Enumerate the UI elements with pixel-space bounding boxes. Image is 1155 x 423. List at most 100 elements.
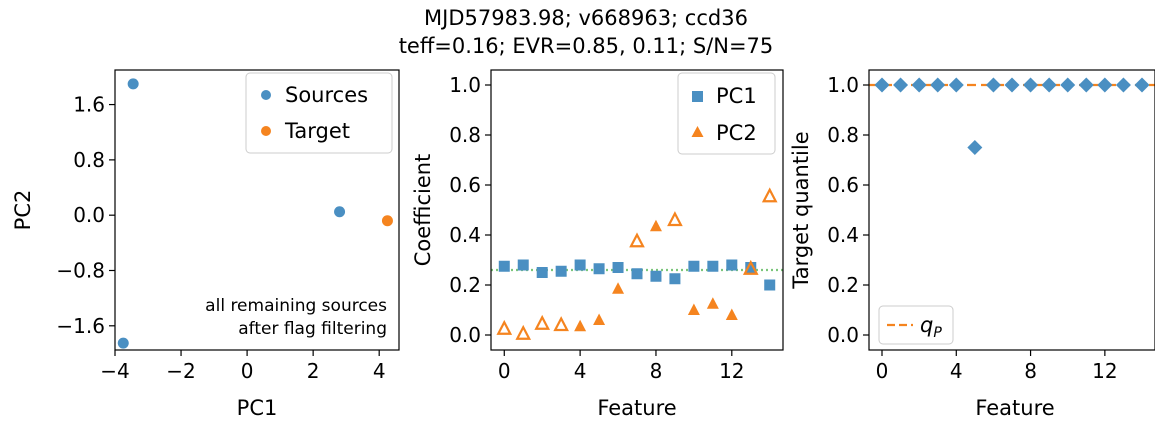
- legend-target-label: Target: [284, 119, 350, 143]
- coefficient-pc1-point: [726, 259, 738, 271]
- pca-x-tick-label: −4: [100, 359, 129, 383]
- quantile-legend: qP: [878, 305, 954, 345]
- coefficient-x-tick-label: 12: [719, 359, 744, 383]
- quantile-y-axis-label: Target quantile: [789, 131, 813, 289]
- quantile-x-tick-label: 0: [876, 359, 889, 383]
- coefficient-y-tick-label: 0.0: [449, 323, 481, 347]
- quantile-x-tick-label: 8: [1024, 359, 1037, 383]
- coefficient-pc2-point: [629, 232, 645, 248]
- legend-pc1-marker: [692, 91, 703, 102]
- pca-x-tick-label: 2: [307, 359, 320, 383]
- coefficient-pc2-point: [553, 316, 569, 332]
- legend-pc2-label: PC2: [716, 121, 757, 145]
- pca-annotation-line1: all remaining sources: [205, 296, 387, 316]
- pca-x-tick-label: 4: [373, 359, 386, 383]
- coefficient-pc2-point: [742, 259, 759, 275]
- quantile-panel: 0 4 8 12 0.0 0.2 0.4 0.6 0.8 1.0 qP Feature Targe…: [789, 69, 1155, 420]
- coefficient-y-axis-label: Coefficient: [411, 154, 435, 267]
- quantile-x-tick-label: 12: [1092, 359, 1117, 383]
- quantile-y-tick-label: 0.4: [827, 223, 859, 247]
- coefficient-pc1-point: [555, 265, 567, 277]
- legend-pc2-marker: [691, 126, 704, 137]
- quantile-x-tick-label: 4: [950, 359, 963, 383]
- quantile-target-quantile-point: [948, 77, 964, 93]
- coefficient-pc1-point: [536, 267, 548, 278]
- quantile-target-quantile-point: [1078, 77, 1094, 93]
- quantile-target-quantile-point: [893, 77, 909, 93]
- pca-plot-area: −4 −2 0 2 4 −1.6 −0.8 0.0 0.8 1.6: [56, 69, 400, 383]
- coefficient-y-tick-label: 1.0: [449, 73, 481, 97]
- coefficient-pc2-point: [687, 303, 700, 315]
- quantile-y-tick-label: 1.0: [827, 73, 859, 97]
- coefficient-y-tick-label: 0.8: [449, 123, 481, 147]
- quantile-y-tick-label: 0.0: [827, 323, 859, 347]
- legend-pc1-label: PC1: [716, 84, 757, 108]
- coefficient-pc1-point: [669, 273, 681, 285]
- coefficient-pc2-point: [515, 324, 532, 340]
- coefficient-axes-frame: [490, 69, 784, 351]
- coefficient-pc2-point: [593, 313, 606, 325]
- quantile-y-tick-label: 0.8: [827, 123, 859, 147]
- quantile-legend-box: [878, 305, 954, 345]
- quantile-target-quantile-point: [967, 140, 983, 155]
- pca-y-tick-label: 1.6: [73, 93, 105, 117]
- quantile-y-tick-label: 0.6: [827, 173, 859, 197]
- pca-x-axis-label: PC1: [237, 396, 278, 420]
- quantile-y-tick-label: 0.2: [827, 273, 859, 297]
- coefficient-legend: PC1 PC2: [677, 72, 776, 155]
- coefficient-pc2-point: [574, 319, 587, 332]
- figure-title-line2: teff=0.16; EVR=0.85, 0.11; S/N=75: [399, 34, 774, 58]
- pca-legend: Sources Target: [245, 72, 393, 154]
- pca-panel: −4 −2 0 2 4−1.6−0.80.00.81.6 Sources Target …: [11, 69, 400, 420]
- coefficient-pc1-point: [688, 260, 700, 272]
- quantile-axes-frame: [868, 69, 1155, 351]
- pca-annotation-line2: after flag filtering: [238, 319, 387, 339]
- quantile-target-quantile-point: [985, 77, 1001, 93]
- quantile-target-quantile-point: [1004, 77, 1020, 93]
- coefficient-pc2-point: [761, 187, 778, 203]
- coefficient-y-tick-label: 0.4: [449, 223, 481, 247]
- figure-title-line1: MJD57983.98; v668963; ccd36: [424, 6, 748, 30]
- coefficient-panel: 0 4 8 120.00.20.40.60.81.0 PC1 PC2 Feature …: [411, 69, 784, 420]
- pca-target-point: [381, 215, 393, 227]
- coefficient-pc1-point: [650, 270, 662, 282]
- coefficient-pc1-point: [631, 268, 643, 280]
- pca-y-tick-label: 0.0: [73, 203, 105, 227]
- pca-x-tick-label: −2: [166, 359, 195, 383]
- quantile-x-axis-label: Feature: [975, 396, 1054, 420]
- coefficient-pc1-point: [517, 259, 529, 271]
- pca-sources-point: [117, 337, 129, 349]
- quantile-target-quantile-point: [874, 77, 890, 93]
- coefficient-pc1-point: [745, 262, 757, 273]
- coefficient-pc1-point: [612, 262, 624, 273]
- pca-sources-point: [127, 78, 139, 90]
- quantile-target-quantile-point: [911, 77, 927, 93]
- pca-sources-point: [334, 206, 346, 218]
- coefficient-x-axis-label: Feature: [597, 396, 676, 420]
- coefficient-y-tick-label: 0.2: [449, 273, 481, 297]
- pca-y-tick-label: 0.8: [73, 148, 105, 172]
- coefficient-x-tick-label: 8: [650, 359, 663, 383]
- coefficient-pc1-point: [574, 259, 586, 271]
- coefficient-pc2-point: [496, 319, 513, 335]
- legend-qp-label: qP: [920, 313, 942, 341]
- quantile-target-quantile-point: [1134, 77, 1150, 93]
- coefficient-pc2-point: [725, 308, 738, 320]
- legend-target-marker: [261, 126, 271, 136]
- pca-y-tick-label: −0.8: [56, 258, 105, 282]
- coefficient-x-tick-label: 4: [574, 359, 587, 383]
- quantile-target-quantile-point: [930, 77, 946, 93]
- coefficient-pc1-point: [593, 263, 605, 275]
- coefficient-x-tick-label: 0: [498, 359, 511, 383]
- pca-legend-box: [245, 72, 393, 154]
- coefficient-pc1-point: [498, 260, 510, 272]
- quantile-target-quantile-point: [1060, 77, 1076, 93]
- coefficient-pc2-point: [612, 282, 625, 294]
- quantile-target-quantile-point: [1023, 77, 1039, 93]
- coefficient-pc2-point: [667, 211, 683, 227]
- coefficient-pc2-point: [534, 314, 551, 330]
- legend-sources-label: Sources: [285, 83, 368, 107]
- quantile-target-quantile-point: [1097, 77, 1113, 93]
- coefficient-pc1-point: [707, 260, 719, 272]
